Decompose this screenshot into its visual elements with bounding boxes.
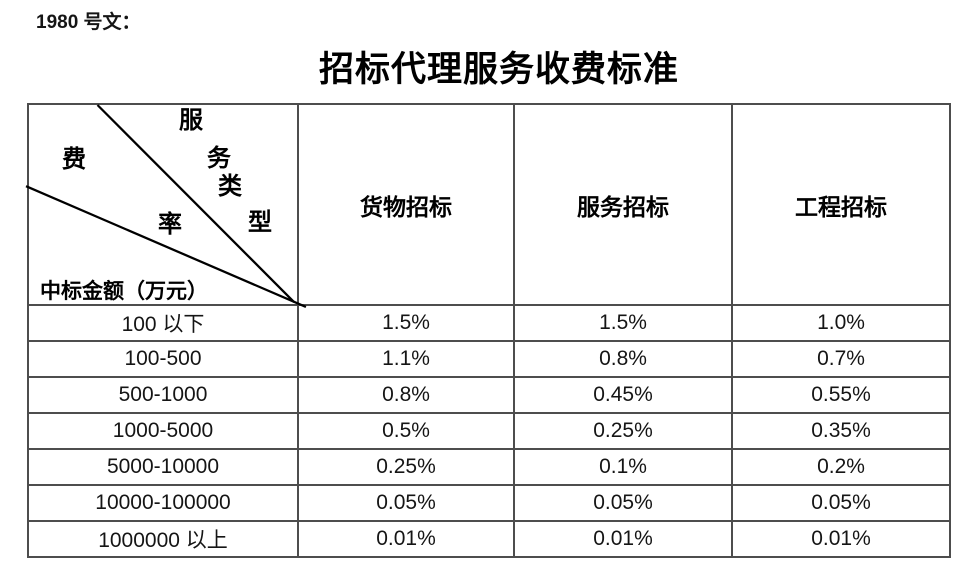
row-label-amount-range: 5000-10000	[27, 448, 299, 486]
table-row: 1000-5000 0.5% 0.25% 0.35%	[27, 412, 951, 450]
fee-rate-cell: 0.05%	[513, 484, 733, 522]
fee-rate-cell: 0.05%	[297, 484, 515, 522]
corner-service-type-char: 服	[179, 108, 203, 134]
fee-rate-cell: 1.0%	[731, 304, 951, 342]
table-row: 500-1000 0.8% 0.45% 0.55%	[27, 376, 951, 414]
fee-rate-cell: 0.2%	[731, 448, 951, 486]
fee-table: 服 务 类 型 费 率 中标金额（万元） 货物招标 服务招标 工程招标 100 …	[25, 103, 951, 558]
corner-row-axis-label: 中标金额（万元）	[40, 279, 208, 303]
fee-rate-cell: 0.25%	[513, 412, 733, 450]
fee-rate-cell: 0.8%	[513, 340, 733, 378]
fee-rate-cell: 0.01%	[513, 520, 733, 558]
table-row: 100-500 1.1% 0.8% 0.7%	[27, 340, 951, 378]
table-row: 1000000 以上 0.01% 0.01% 0.01%	[27, 520, 951, 558]
fee-rate-cell: 0.55%	[731, 376, 951, 414]
fee-rate-cell: 0.01%	[297, 520, 515, 558]
corner-fee-rate-char: 费	[62, 147, 86, 173]
column-header-goods-bidding: 货物招标	[297, 103, 515, 306]
diagonal-divider-lines	[25, 104, 307, 309]
fee-rate-cell: 0.1%	[513, 448, 733, 486]
row-label-amount-range: 100 以下	[27, 304, 299, 342]
row-label-amount-range: 10000-100000	[27, 484, 299, 522]
fee-rate-cell: 0.01%	[731, 520, 951, 558]
fee-rate-cell: 1.1%	[297, 340, 515, 378]
row-label-amount-range: 1000-5000	[27, 412, 299, 450]
column-header-service-bidding: 服务招标	[513, 103, 733, 306]
fee-rate-cell: 0.35%	[731, 412, 951, 450]
fee-rate-cell: 1.5%	[513, 304, 733, 342]
corner-service-type-char: 类	[218, 174, 242, 200]
corner-service-type-char: 型	[248, 210, 272, 236]
fee-rate-cell: 0.25%	[297, 448, 515, 486]
fee-rate-cell: 1.5%	[297, 304, 515, 342]
fee-rate-cell: 0.8%	[297, 376, 515, 414]
fee-rate-cell: 0.5%	[297, 412, 515, 450]
table-row: 10000-100000 0.05% 0.05% 0.05%	[27, 484, 951, 522]
column-header-engineering-bidding: 工程招标	[731, 103, 951, 306]
fee-rate-cell: 0.7%	[731, 340, 951, 378]
fee-rate-cell: 0.05%	[731, 484, 951, 522]
page-title: 招标代理服务收费标准	[318, 50, 679, 89]
corner-service-type-char: 务	[207, 146, 231, 172]
table-row: 5000-10000 0.25% 0.1% 0.2%	[27, 448, 951, 486]
corner-fee-rate-char: 率	[158, 212, 182, 238]
table-row: 100 以下 1.5% 1.5% 1.0%	[27, 304, 951, 342]
table-header-row: 服 务 类 型 费 率 中标金额（万元） 货物招标 服务招标 工程招标	[25, 103, 951, 309]
row-label-amount-range: 500-1000	[27, 376, 299, 414]
row-label-amount-range: 100-500	[27, 340, 299, 378]
row-label-amount-range: 1000000 以上	[27, 520, 299, 558]
fee-rate-cell: 0.45%	[513, 376, 733, 414]
table-corner-cell: 服 务 类 型 费 率 中标金额（万元）	[25, 103, 307, 309]
doc-ref-number: 1980 号文：	[36, 12, 141, 33]
